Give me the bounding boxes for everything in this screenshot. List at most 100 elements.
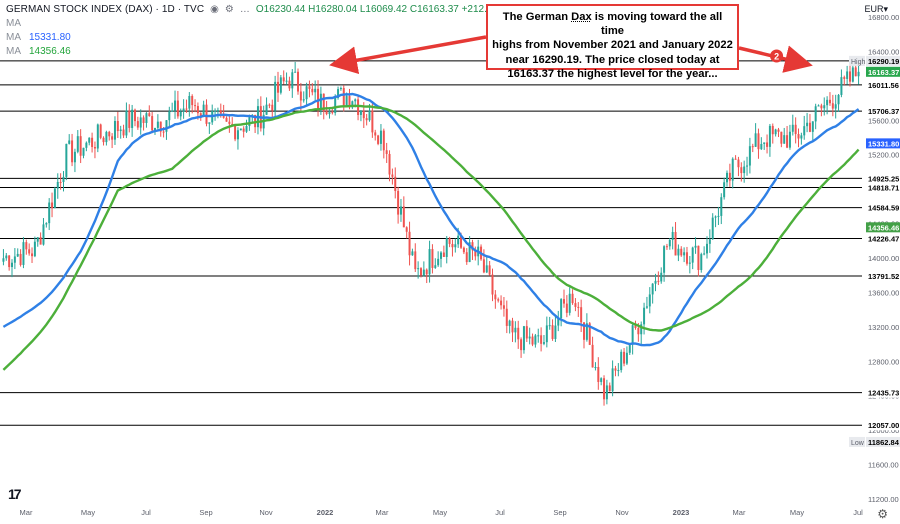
candle-body — [368, 110, 371, 121]
candle-body — [71, 140, 74, 163]
settings-icon[interactable]: ⚙ — [224, 4, 234, 15]
ma1-label[interactable]: MA — [6, 32, 21, 43]
candle-body — [19, 253, 22, 265]
candle-body — [525, 326, 528, 339]
candle-body — [156, 121, 159, 128]
candle-body — [697, 245, 700, 270]
candle-body — [751, 146, 754, 148]
candle-body — [540, 335, 543, 344]
price-badge — [866, 106, 900, 117]
price-badge-value: 14925.25 — [868, 174, 899, 183]
candle-body — [68, 140, 71, 144]
candle-body — [228, 121, 231, 124]
axis-settings-icon[interactable]: ⚙ — [877, 507, 888, 521]
candle-body — [685, 252, 688, 264]
candle-body — [766, 142, 769, 147]
time-tick: 2023 — [673, 508, 690, 517]
candle-body — [62, 176, 65, 182]
candle-body — [828, 99, 831, 104]
candle-body — [786, 135, 789, 148]
time-tick: Mar — [733, 508, 746, 517]
candle-body — [754, 133, 757, 147]
candle-body — [603, 378, 606, 400]
candle-body — [648, 294, 651, 307]
candle-body — [740, 167, 743, 174]
candle-body — [663, 246, 666, 273]
candle-body — [408, 231, 411, 256]
candle-body — [357, 99, 360, 115]
candle-body — [488, 265, 491, 275]
chart-legend: GERMAN STOCK INDEX (DAX) · 1D · TVC ◉ ⚙ … — [6, 3, 542, 59]
candle-body — [128, 110, 131, 128]
badge-tag — [849, 55, 865, 66]
time-tick: Sep — [553, 508, 566, 517]
candle-body — [305, 86, 308, 100]
candle-body — [331, 112, 334, 114]
ma-label[interactable]: MA — [6, 18, 21, 29]
candle-body — [171, 110, 174, 112]
ma2-label[interactable]: MA — [6, 46, 21, 57]
candle-body — [628, 344, 631, 353]
candle-body — [788, 131, 791, 148]
time-axis[interactable]: Mar May Jul Sep Nov 2022 Mar May Jul Sep Nov 2023 Ma… — [20, 508, 864, 517]
candle-body — [311, 88, 314, 93]
badge-tag-label: Low — [851, 440, 865, 447]
candle-body — [465, 252, 468, 263]
candle-body — [53, 188, 56, 209]
more-icon[interactable]: … — [239, 4, 250, 15]
candle-body — [565, 303, 568, 313]
candle-body — [620, 351, 623, 371]
candle-body — [2, 258, 5, 262]
candle-body — [179, 111, 182, 117]
candle-body — [614, 368, 617, 371]
candle-body — [59, 181, 62, 183]
candle-body — [557, 318, 560, 326]
candle-body — [185, 108, 188, 110]
candle-body — [36, 237, 39, 242]
candle-body — [548, 325, 551, 327]
candle-body — [688, 262, 691, 264]
candle-body — [73, 151, 76, 163]
price-badge — [866, 420, 900, 431]
candle-body — [225, 117, 228, 122]
candle-body — [637, 327, 640, 335]
price-axis[interactable]: 11200.0011600.0012000.0012400.0012800.00… — [849, 0, 900, 524]
candle-body — [534, 335, 537, 345]
candle-body — [196, 106, 199, 114]
candle-body — [605, 385, 608, 400]
candle-body — [800, 135, 803, 139]
candle-body — [843, 77, 846, 79]
candle-body — [834, 104, 837, 109]
candle-body — [297, 71, 300, 92]
candle-body — [777, 129, 780, 132]
candle-body — [811, 121, 814, 132]
badge-tag-label: High — [851, 59, 866, 66]
candle-body — [711, 217, 714, 240]
candle-body — [108, 131, 111, 137]
candle-body — [234, 125, 237, 140]
candle-body — [623, 351, 626, 364]
candle-body — [574, 303, 577, 307]
candle-body — [56, 181, 59, 189]
candle-body — [514, 327, 517, 333]
candle-body — [174, 100, 177, 111]
candle-body — [437, 258, 440, 266]
candle-body — [276, 81, 279, 93]
candle-body — [28, 249, 31, 254]
currency-selector[interactable]: EUR▾ — [864, 4, 888, 14]
candle-body — [545, 325, 548, 343]
candle-body — [8, 255, 11, 268]
price-badge — [866, 233, 900, 244]
price-tick: 16400.00 — [868, 47, 899, 56]
candle-body — [308, 86, 311, 89]
tradingview-logo[interactable]: 17 — [8, 486, 22, 502]
candle-body — [102, 137, 105, 143]
eye-icon[interactable]: ◉ — [210, 4, 219, 15]
candle-body — [148, 113, 151, 117]
time-tick: Jul — [495, 508, 505, 517]
symbol-title[interactable]: GERMAN STOCK INDEX (DAX) · 1D · TVC — [6, 4, 205, 15]
price-tick: 13200.00 — [868, 323, 899, 332]
candle-body — [440, 252, 443, 259]
candle-body — [500, 300, 503, 306]
